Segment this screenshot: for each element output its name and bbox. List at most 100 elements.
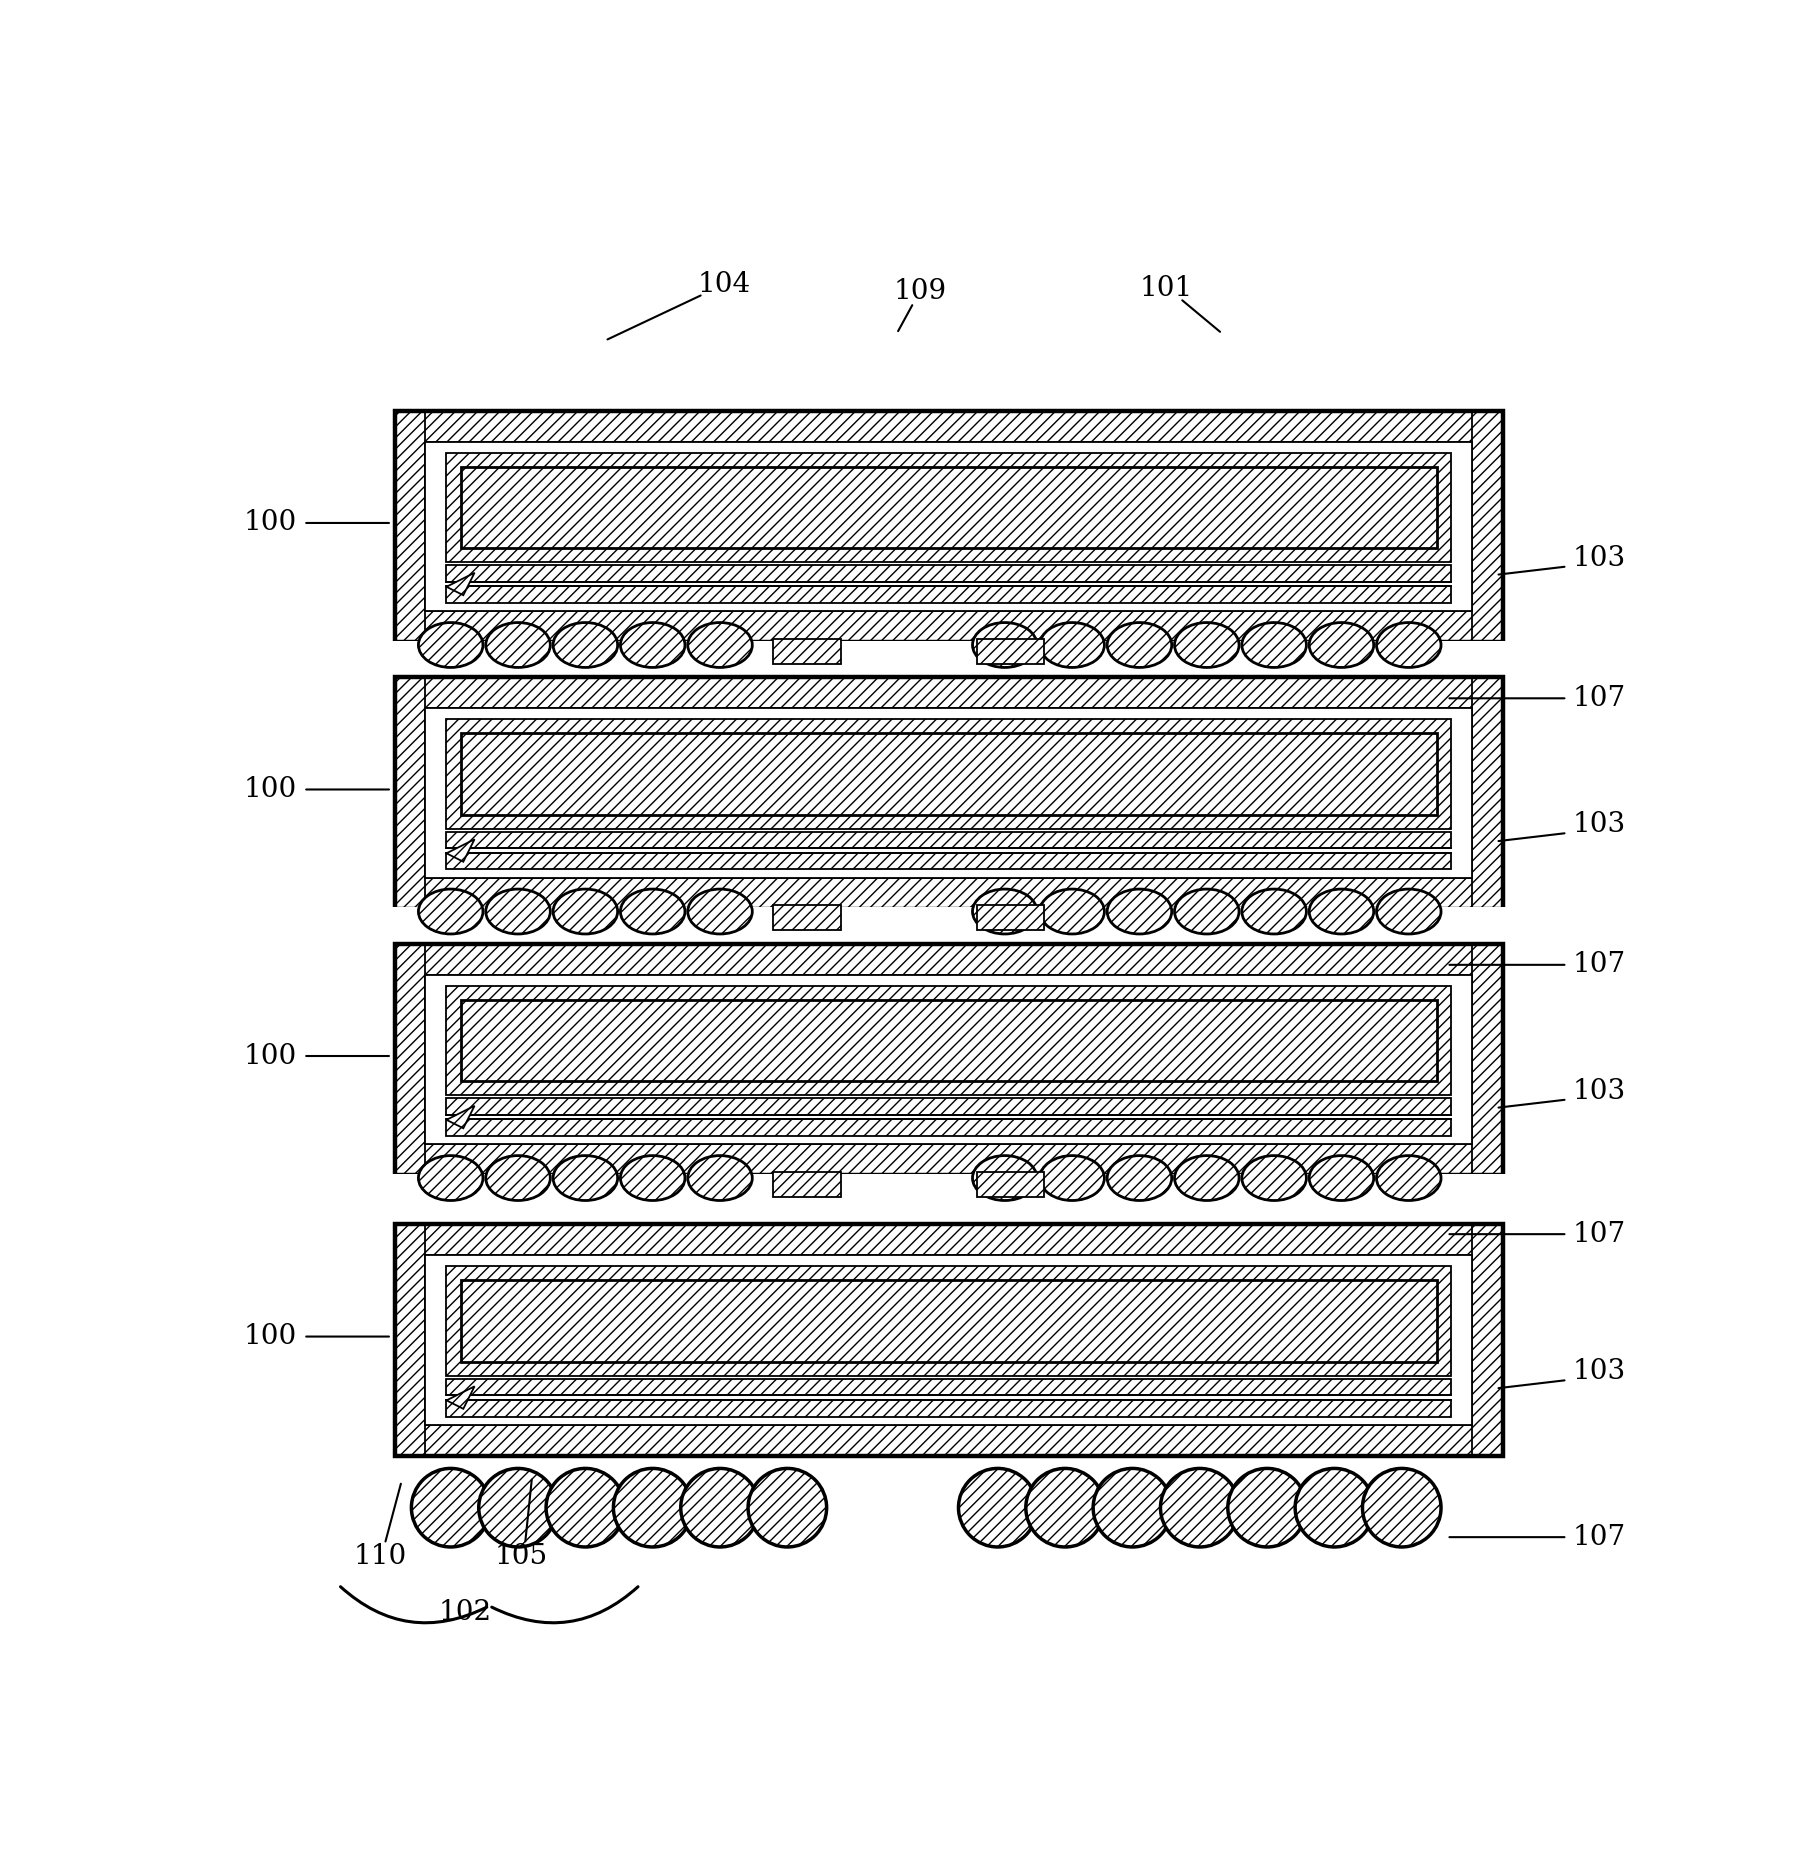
Text: 105: 105 bbox=[494, 1543, 547, 1571]
Ellipse shape bbox=[554, 889, 617, 933]
Polygon shape bbox=[447, 1386, 474, 1408]
Ellipse shape bbox=[959, 1469, 1037, 1547]
Ellipse shape bbox=[1309, 623, 1374, 668]
Bar bbox=[387, 640, 1510, 649]
Bar bbox=[395, 410, 425, 642]
Text: 107: 107 bbox=[1573, 1221, 1625, 1248]
Text: 100: 100 bbox=[243, 1323, 297, 1350]
Bar bbox=[395, 612, 1502, 642]
Ellipse shape bbox=[1108, 1156, 1171, 1200]
Ellipse shape bbox=[1175, 1156, 1240, 1200]
Ellipse shape bbox=[1242, 1156, 1307, 1200]
Ellipse shape bbox=[1309, 889, 1374, 933]
Ellipse shape bbox=[1296, 1469, 1374, 1547]
Bar bbox=[460, 467, 1437, 549]
Ellipse shape bbox=[1227, 1469, 1307, 1547]
Bar bbox=[387, 907, 1510, 916]
Bar bbox=[395, 677, 425, 909]
Ellipse shape bbox=[1376, 889, 1441, 933]
Bar bbox=[425, 1256, 1472, 1425]
Ellipse shape bbox=[1041, 889, 1104, 933]
Bar bbox=[977, 638, 1044, 664]
Ellipse shape bbox=[972, 1156, 1037, 1200]
Ellipse shape bbox=[688, 1156, 753, 1200]
Polygon shape bbox=[447, 838, 474, 863]
Text: 100: 100 bbox=[243, 775, 297, 803]
Bar bbox=[447, 582, 1452, 586]
Text: 104: 104 bbox=[697, 271, 751, 299]
Bar bbox=[447, 720, 1452, 829]
Ellipse shape bbox=[1376, 1156, 1441, 1200]
Ellipse shape bbox=[621, 623, 684, 668]
Ellipse shape bbox=[485, 1156, 550, 1200]
Bar bbox=[1472, 677, 1502, 909]
Ellipse shape bbox=[748, 1469, 827, 1547]
Ellipse shape bbox=[688, 889, 753, 933]
Text: 102: 102 bbox=[438, 1599, 491, 1627]
Bar bbox=[447, 1119, 1452, 1135]
Text: 100: 100 bbox=[243, 1043, 297, 1070]
Ellipse shape bbox=[621, 1156, 684, 1200]
Bar bbox=[1472, 410, 1502, 642]
Ellipse shape bbox=[411, 1469, 491, 1547]
Bar bbox=[395, 1224, 1502, 1456]
Bar bbox=[460, 1280, 1437, 1362]
Ellipse shape bbox=[1041, 1156, 1104, 1200]
Bar bbox=[447, 1115, 1452, 1119]
Ellipse shape bbox=[485, 889, 550, 933]
Bar bbox=[447, 853, 1452, 870]
Text: 103: 103 bbox=[1573, 545, 1625, 571]
Ellipse shape bbox=[478, 1469, 557, 1547]
Ellipse shape bbox=[681, 1469, 760, 1547]
Ellipse shape bbox=[972, 623, 1037, 668]
Ellipse shape bbox=[1026, 1469, 1104, 1547]
Text: 103: 103 bbox=[1573, 1078, 1625, 1104]
Bar bbox=[1472, 944, 1502, 1176]
Bar bbox=[977, 905, 1044, 929]
Polygon shape bbox=[447, 573, 474, 595]
Bar bbox=[395, 410, 1502, 441]
Bar bbox=[395, 677, 1502, 909]
Ellipse shape bbox=[1108, 889, 1171, 933]
Text: 107: 107 bbox=[1573, 684, 1625, 712]
Text: 107: 107 bbox=[1573, 952, 1625, 978]
Ellipse shape bbox=[1242, 889, 1307, 933]
Text: 107: 107 bbox=[1573, 1523, 1625, 1551]
Text: 103: 103 bbox=[1573, 1358, 1625, 1386]
Text: 109: 109 bbox=[894, 278, 947, 304]
Bar bbox=[460, 733, 1437, 814]
Bar bbox=[395, 877, 1502, 909]
Ellipse shape bbox=[1363, 1469, 1441, 1547]
Ellipse shape bbox=[688, 623, 753, 668]
Bar bbox=[773, 638, 840, 664]
Text: 101: 101 bbox=[1140, 275, 1193, 302]
Text: 110: 110 bbox=[355, 1543, 407, 1571]
Bar bbox=[395, 944, 1502, 1176]
Ellipse shape bbox=[1175, 623, 1240, 668]
Ellipse shape bbox=[1376, 623, 1441, 668]
Bar bbox=[447, 1401, 1452, 1417]
Ellipse shape bbox=[1093, 1469, 1171, 1547]
Ellipse shape bbox=[1160, 1469, 1240, 1547]
Ellipse shape bbox=[418, 1156, 483, 1200]
Bar bbox=[425, 709, 1472, 877]
Ellipse shape bbox=[554, 1156, 617, 1200]
Ellipse shape bbox=[1309, 1156, 1374, 1200]
Bar bbox=[447, 453, 1452, 562]
Bar bbox=[447, 566, 1452, 582]
Bar bbox=[395, 677, 1502, 709]
Ellipse shape bbox=[418, 889, 483, 933]
Bar bbox=[447, 831, 1452, 848]
Bar bbox=[425, 441, 1472, 612]
Bar bbox=[395, 944, 1502, 974]
Bar bbox=[395, 1224, 1502, 1256]
Ellipse shape bbox=[972, 889, 1037, 933]
Bar bbox=[1472, 1224, 1502, 1456]
Bar bbox=[447, 985, 1452, 1094]
Bar bbox=[773, 1172, 840, 1196]
Ellipse shape bbox=[621, 889, 684, 933]
Bar bbox=[460, 1000, 1437, 1081]
Bar bbox=[395, 410, 1502, 642]
Text: 100: 100 bbox=[243, 510, 297, 536]
Ellipse shape bbox=[418, 623, 483, 668]
